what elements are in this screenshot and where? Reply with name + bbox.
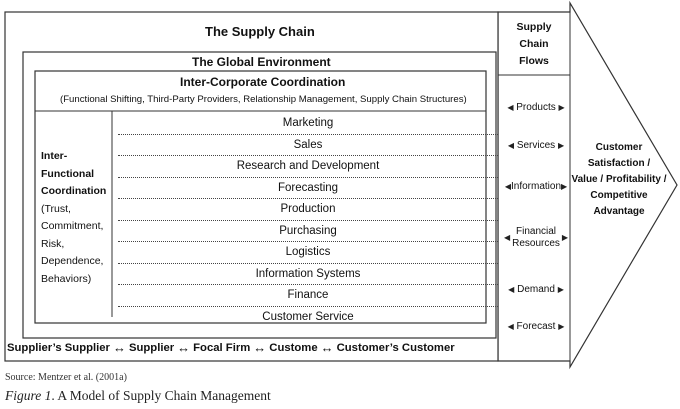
flow-financial-resources: ◀ Financial Resources ▶ — [496, 226, 576, 250]
figure-number: Figure 1 — [5, 388, 52, 403]
function-finance: Finance — [118, 284, 498, 306]
double-arrow-icon: ↔ — [253, 340, 267, 355]
flow-label: Services — [516, 140, 556, 151]
flow-services: ◀ Services ▶ — [500, 140, 572, 152]
outcome-line: Customer — [595, 142, 643, 153]
global-environment-title: The Global Environment — [192, 55, 331, 69]
right-arrow-icon: ▶ — [557, 285, 564, 294]
source-note: Source: Mentzer et al. (2001a) — [5, 372, 127, 383]
double-arrow-icon: ↔ — [112, 340, 126, 355]
chain-focal-firm: Focal Firm — [193, 341, 251, 354]
left-arrow-icon: ◀ — [503, 233, 511, 242]
inter-corporate-subtitle: (Functional Shifting, Third-Party Provid… — [60, 94, 467, 105]
right-arrow-icon: ▶ — [557, 141, 565, 150]
outcome-line: Competitive — [590, 190, 648, 201]
double-arrow-icon: ↔ — [320, 340, 334, 355]
figure-caption-text: . A Model of Supply Chain Management — [51, 388, 271, 403]
inter-functional-label: Inter- Functional Coordination (Trust, C… — [41, 148, 106, 288]
left-arrow-icon: ◀ — [507, 322, 514, 331]
function-customer-service: Customer Service — [118, 305, 498, 328]
flow-demand: ◀ Demand ▶ — [500, 284, 572, 296]
inter-functional-detail-line: Commitment, — [41, 220, 104, 232]
flow-label: Products — [516, 102, 556, 113]
function-purchasing: Purchasing — [118, 219, 498, 242]
right-arrow-icon: ▶ — [561, 182, 568, 191]
chain-suppliers-supplier: Supplier’s Supplier — [7, 341, 110, 354]
function-research-development: Research and Development — [118, 155, 498, 177]
inter-functional-title-line: Inter- — [41, 150, 68, 162]
outcome-arrow — [497, 0, 678, 370]
left-arrow-icon: ◀ — [507, 141, 515, 150]
inter-corporate-title: Inter-Corporate Coordination — [180, 75, 346, 89]
left-arrow-icon: ◀ — [508, 285, 515, 294]
inter-corporate-box — [34, 70, 487, 324]
flow-information: ◀Information▶ — [500, 181, 572, 193]
flow-label: Demand — [517, 284, 555, 295]
function-logistics: Logistics — [118, 241, 498, 263]
inter-functional-title-line: Coordination — [41, 185, 107, 197]
inter-functional-title-line: Functional — [41, 167, 95, 180]
inter-functional-detail-line: Risk, — [41, 237, 65, 250]
function-production: Production — [118, 198, 498, 220]
inter-functional-detail-line: (Trust, — [41, 202, 71, 215]
flow-label: Resources — [512, 238, 560, 249]
function-marketing: Marketing — [282, 117, 334, 129]
flows-title: Supply Chain Flows — [500, 19, 568, 70]
function-forecasting: Forecasting — [118, 176, 498, 199]
supply-chain-title: The Supply Chain — [205, 24, 315, 39]
function-information-systems: Information Systems — [118, 262, 498, 285]
business-functions-list: Marketing Sales Research and Development… — [118, 113, 498, 327]
flow-forecast: ◀ Forecast ▶ — [500, 321, 572, 333]
inter-functional-detail-line: Behaviors) — [41, 272, 92, 285]
right-arrow-icon: ▶ — [561, 233, 569, 242]
left-arrow-icon: ◀ — [504, 182, 511, 191]
flow-label: Financial — [515, 226, 557, 237]
flow-products: ◀ Products ▶ — [500, 102, 572, 114]
inter-functional-detail-line: Dependence, — [41, 255, 104, 267]
flows-title-line: Chain — [519, 38, 549, 50]
chain-customer: Custome — [269, 341, 318, 354]
right-arrow-icon: ▶ — [558, 322, 565, 331]
flow-label: Forecast — [516, 321, 556, 332]
outcome-line: Value / Profitability / — [571, 174, 667, 185]
left-arrow-icon: ◀ — [507, 103, 514, 112]
right-arrow-icon: ▶ — [558, 103, 565, 112]
flow-label: Information — [510, 181, 562, 192]
flows-title-line: Supply — [516, 21, 552, 33]
function-sales: Sales — [118, 133, 498, 156]
chain-supplier: Supplier — [128, 341, 175, 354]
double-arrow-icon: ↔ — [177, 340, 191, 355]
figure-caption: Figure 1. A Model of Supply Chain Manage… — [5, 388, 271, 404]
chain-row: Supplier’s Supplier ↔ Supplier ↔ Focal F… — [7, 340, 455, 355]
outcome-line: Satisfaction / — [587, 158, 651, 169]
outcome-text: Customer Satisfaction / Value / Profitab… — [566, 140, 672, 220]
outcome-line: Advantage — [593, 206, 645, 217]
chain-customers-customer: Customer’s Customer — [336, 341, 455, 354]
flows-title-line: Flows — [519, 55, 549, 67]
